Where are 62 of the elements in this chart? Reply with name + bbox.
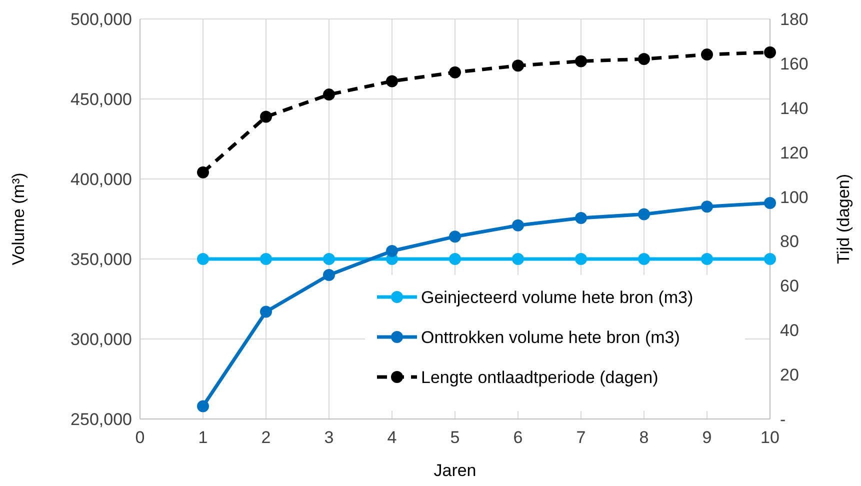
point — [323, 88, 335, 101]
x-tick-label: 6 — [513, 428, 523, 447]
x-tick-label: 3 — [324, 428, 334, 447]
point — [323, 253, 335, 265]
point — [701, 253, 713, 265]
y2-tick-label: 100 — [780, 188, 808, 207]
point — [638, 253, 650, 265]
x-tick-label: 1 — [198, 428, 208, 447]
point — [260, 306, 272, 318]
point — [575, 253, 587, 265]
x-tick-label: 7 — [576, 428, 586, 447]
y2-tick-label: 80 — [780, 232, 799, 252]
x-tick-label: 4 — [387, 428, 397, 447]
point — [260, 110, 272, 123]
y-tick-label: 350,000 — [70, 250, 132, 269]
y-axis-title: Volume (m³) — [9, 172, 28, 266]
point — [701, 200, 713, 213]
legend-label: Geinjecteerd volume hete bron (m3) — [421, 288, 694, 307]
point — [512, 60, 524, 72]
point — [197, 166, 209, 178]
y-tick-label: 300,000 — [70, 330, 132, 349]
x-tick-label: 2 — [261, 428, 271, 447]
point — [197, 400, 209, 412]
x-tick-label: 8 — [639, 428, 649, 447]
y2-axis-title: Tijd (dagen) — [834, 174, 853, 264]
point — [575, 212, 587, 224]
point — [764, 46, 776, 58]
x-axis-title: Jaren — [434, 461, 476, 480]
x-tick-label: 5 — [450, 428, 460, 447]
y2-tick-label: 140 — [780, 98, 808, 118]
point — [260, 253, 272, 265]
point — [638, 53, 650, 65]
point — [764, 197, 776, 209]
y2-tick-label: 20 — [780, 366, 799, 385]
y-tick-label: 450,000 — [70, 90, 132, 109]
x-tick-label: 9 — [702, 428, 712, 447]
point — [512, 253, 524, 265]
point — [701, 48, 713, 61]
y2-tick-label: 160 — [780, 54, 808, 74]
legend-label: Onttrokken volume hete bron (m3) — [421, 328, 680, 347]
y-tick-label: 500,000 — [70, 10, 132, 29]
x-tick-label: 0 — [135, 428, 145, 447]
point — [512, 219, 524, 232]
x-tick-label: 10 — [760, 428, 780, 447]
y2-tick-label: 180 — [780, 10, 808, 29]
point — [386, 245, 398, 257]
y-tick-label: 250,000 — [70, 410, 132, 429]
y2-tick-label: - — [780, 410, 786, 429]
y-tick-label: 400,000 — [70, 170, 132, 189]
legend-label: Lengte ontlaadtperiode (dagen) — [421, 368, 658, 387]
point — [197, 253, 209, 265]
y2-tick-label: 60 — [780, 276, 799, 296]
point — [575, 55, 587, 68]
point — [323, 269, 335, 281]
point — [449, 66, 461, 78]
y2-tick-label: 40 — [780, 321, 799, 340]
point — [638, 208, 650, 220]
point — [449, 253, 461, 265]
point — [449, 230, 461, 243]
point — [764, 253, 776, 265]
point — [386, 75, 398, 88]
y2-tick-label: 120 — [780, 143, 808, 162]
